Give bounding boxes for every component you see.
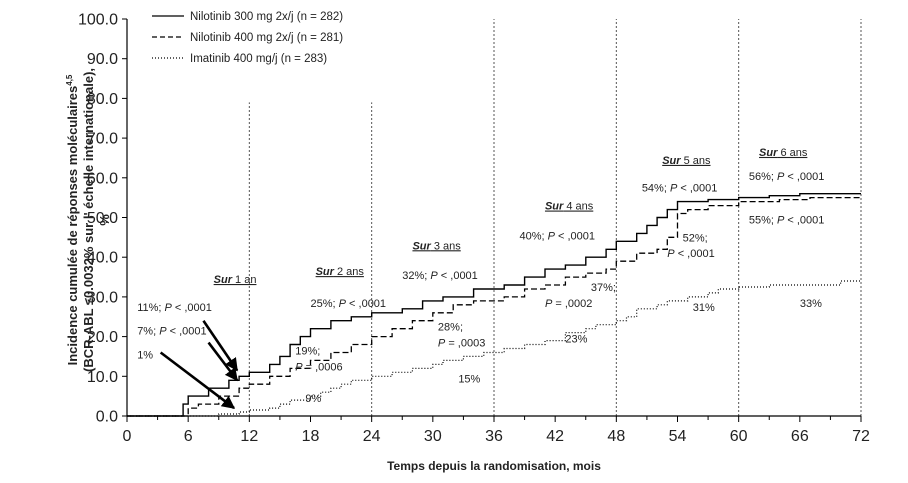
annotation-yr5-header: Sur 5 ans [662, 155, 711, 167]
annotation-yr6-n300: 56%; P < ,0001 [749, 171, 825, 183]
x-tick-label: 42 [546, 428, 564, 445]
legend: Nilotinib 300 mg 2x/j (n = 282) Nilotini… [152, 11, 343, 65]
x-tick-label: 18 [302, 428, 320, 445]
x-tick-label: 60 [730, 428, 748, 445]
x-tick-label: 72 [852, 428, 870, 445]
legend-label-n300: Nilotinib 300 mg 2x/j (n = 282) [190, 11, 343, 23]
annotation-yr1-n400: 7%; P < ,0001 [137, 326, 206, 338]
svg-text:Incidence cumulée de réponses: Incidence cumulée de réponses moléculair… [65, 74, 80, 365]
annotation-yr6-ima: 33% [800, 298, 822, 310]
annotation-yr5-ima: 31% [693, 302, 715, 314]
annotation-yr2-header: Sur 2 ans [316, 266, 365, 278]
svg-text:(BCR-ABL ≤0.0032% sur l' échel: (BCR-ABL ≤0.0032% sur l' échelle interna… [81, 68, 96, 372]
x-tick-label: 24 [363, 428, 381, 445]
y-tick-label: 70.0 [87, 131, 118, 148]
x-tick-label: 12 [240, 428, 258, 445]
y-tick-label: 80.0 [87, 91, 118, 108]
annotation-yr5-n400a: 52%; [683, 232, 708, 244]
annotation-yr3-header: Sur 3 ans [412, 240, 461, 252]
y-axis-title: Incidence cumulée de réponses moléculair… [65, 68, 112, 372]
y-tick-label: 10.0 [87, 369, 118, 386]
x-tick-label: 66 [791, 428, 809, 445]
annotation-yr2-n300: 25%; P < ,0001 [311, 298, 387, 310]
legend-label-n400: Nilotinib 400 mg 2x/j (n = 281) [190, 32, 343, 44]
annotation-yr2-n400b: P = ,0006 [295, 361, 342, 373]
annotation-yr4-ima: 23% [565, 334, 587, 346]
x-tick-label: 48 [607, 428, 625, 445]
x-axis-title: Temps depuis la randomisation, mois [387, 459, 601, 473]
series-line-nilotinib-400 [127, 196, 861, 417]
annotation-yr6-n400: 55%; P < ,0001 [749, 214, 825, 226]
annotation-yr5-n400b: P < ,0001 [667, 248, 714, 260]
y-tick-label: 100.0 [78, 12, 118, 29]
annotation-yr1-header: Sur 1 an [214, 274, 257, 286]
y-axis-unit: % [97, 214, 112, 226]
y-tick-label: 20.0 [87, 329, 118, 346]
annotation-yr4-n300: 40%; P < ,0001 [519, 230, 595, 242]
arrow-7pct [207, 341, 239, 382]
annotation-yr5-n300: 54%; P < ,0001 [642, 183, 718, 195]
y-tick-label: 0.0 [96, 409, 118, 426]
series-line-nilotinib-300 [127, 193, 861, 417]
annotation-yr4-n400b: P = ,0002 [545, 298, 592, 310]
y-axis-label-line2: (BCR-ABL ≤0.0032% sur l' échelle interna… [81, 68, 96, 372]
y-axis-label-line1: Incidence cumulée de réponses moléculair… [65, 86, 80, 366]
annotation-yr3-n400b: P = ,0003 [438, 338, 485, 350]
annotation-yr6-header: Sur 6 ans [759, 147, 808, 159]
arrow-11pct [202, 319, 239, 372]
annotation-yr3-n400a: 28%; [438, 322, 463, 334]
annotation-yr2-n400a: 19%; [295, 345, 320, 357]
annotation-yr3-ima: 15% [458, 373, 480, 385]
x-tick-label: 54 [669, 428, 687, 445]
x-tick-label: 0 [123, 428, 132, 445]
arrow-1pct [159, 351, 236, 410]
y-tick-label: 90.0 [87, 51, 118, 68]
x-tick-label: 30 [424, 428, 442, 445]
annotation-yr2-ima: 9% [305, 393, 321, 405]
x-tick-label: 6 [184, 428, 193, 445]
annotation-yr3-n300: 32%; P < ,0001 [402, 270, 478, 282]
x-tick-label: 36 [485, 428, 503, 445]
y-axis-label-sup: 4,5 [65, 74, 74, 86]
annotation-yr1-ima: 1% [137, 349, 153, 361]
y-tick-label: 60.0 [87, 170, 118, 187]
y-tick-label: 30.0 [87, 289, 118, 306]
y-tick-label: 40.0 [87, 250, 118, 267]
y-tick-label: 50.0 [87, 210, 118, 227]
legend-label-imatinib: Imatinib 400 mg/j (n = 283) [190, 53, 327, 65]
annotation-yr1-n300: 11%; P < ,0001 [137, 302, 212, 314]
annotation-yr4-header: Sur 4 ans [545, 201, 594, 213]
annotation-yr4-n400a: 37%; [591, 282, 616, 294]
